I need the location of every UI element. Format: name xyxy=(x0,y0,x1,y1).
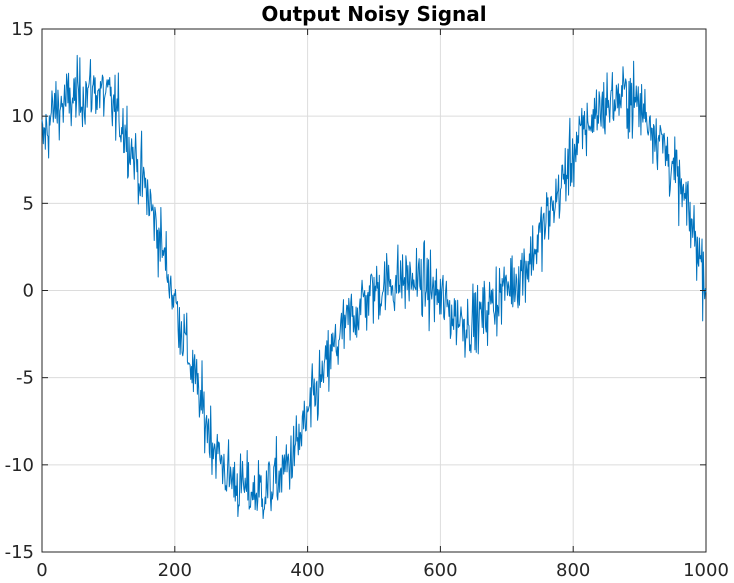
x-axis-tick-labels: 0 200 400 600 800 1000 xyxy=(36,560,729,581)
y-tick-label: 5 xyxy=(23,193,34,214)
y-tick-label: 10 xyxy=(11,106,34,127)
chart-title: Output Noisy Signal xyxy=(261,2,486,26)
x-tick-label: 200 xyxy=(158,560,192,581)
x-tick-label: 400 xyxy=(290,560,324,581)
tick-marks xyxy=(41,28,707,553)
y-tick-label: 0 xyxy=(23,281,34,302)
y-tick-label: -10 xyxy=(5,455,34,476)
series-line xyxy=(41,54,707,520)
x-tick-label: 0 xyxy=(36,560,47,581)
x-tick-label: 600 xyxy=(423,560,457,581)
y-tick-label: 15 xyxy=(11,19,34,40)
y-axis-tick-labels: -15 -10 -5 0 5 10 15 xyxy=(5,19,34,563)
series-layer xyxy=(41,54,707,520)
y-tick-label: -5 xyxy=(16,368,34,389)
x-tick-label: 1000 xyxy=(683,560,729,581)
y-tick-label: -15 xyxy=(5,542,34,563)
x-tick-label: 800 xyxy=(556,560,590,581)
